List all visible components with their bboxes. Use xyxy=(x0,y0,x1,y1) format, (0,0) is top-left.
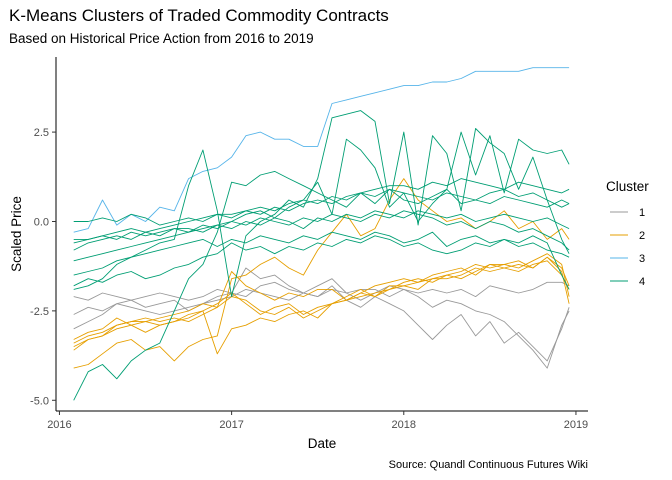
series-line-cluster-1 xyxy=(73,278,570,301)
series-line-cluster-4 xyxy=(73,210,570,251)
series-line-cluster-4 xyxy=(73,188,570,226)
legend-label-cluster-4: 4 xyxy=(639,276,645,288)
legend-label-cluster-2: 2 xyxy=(639,230,645,242)
x-axis-title: Date xyxy=(308,436,337,451)
y-tick-label: 0.0 xyxy=(34,216,49,228)
y-tick-label: -5.0 xyxy=(30,395,49,407)
chart-caption: Source: Quandl Continuous Futures Wiki xyxy=(388,459,588,471)
series-line-cluster-2 xyxy=(73,260,570,344)
series-line-cluster-4 xyxy=(73,170,570,401)
series-line-cluster-4 xyxy=(73,210,570,240)
chart-subtitle: Based on Historical Price Action from 20… xyxy=(9,31,314,46)
legend: Cluster 1 2 3 4 xyxy=(606,179,649,288)
series-line-cluster-2 xyxy=(73,256,570,355)
series-line-cluster-4 xyxy=(73,178,570,244)
x-ticks: 2016 2017 2018 2019 xyxy=(47,411,588,431)
series-line-cluster-4 xyxy=(73,110,570,298)
series-line-cluster-4 xyxy=(73,231,570,276)
series-line-cluster-2 xyxy=(73,178,570,369)
series-line-cluster-1 xyxy=(73,267,570,362)
y-ticks: -5.0 -2.5 0.0 2.5 xyxy=(30,127,56,407)
series-line-cluster-4 xyxy=(73,131,570,262)
series-line-cluster-2 xyxy=(73,253,570,348)
series-line-cluster-4 xyxy=(73,235,570,290)
series-line-cluster-3 xyxy=(73,67,570,233)
y-axis-title: Scaled Price xyxy=(9,196,24,272)
x-tick-label: 2017 xyxy=(219,419,243,431)
series-layer xyxy=(73,67,570,401)
y-tick-label: 2.5 xyxy=(34,127,49,139)
x-tick-label: 2016 xyxy=(47,419,71,431)
series-line-cluster-2 xyxy=(73,256,570,340)
series-line-cluster-1 xyxy=(73,285,570,369)
legend-items: 1 2 3 4 xyxy=(610,207,645,288)
chart-title: K-Means Clusters of Traded Commodity Con… xyxy=(9,6,389,25)
legend-title: Cluster xyxy=(606,179,649,194)
x-tick-label: 2019 xyxy=(564,419,588,431)
legend-label-cluster-3: 3 xyxy=(639,253,645,265)
x-tick-label: 2018 xyxy=(392,419,416,431)
legend-label-cluster-1: 1 xyxy=(639,207,645,219)
y-tick-label: -2.5 xyxy=(30,306,49,318)
